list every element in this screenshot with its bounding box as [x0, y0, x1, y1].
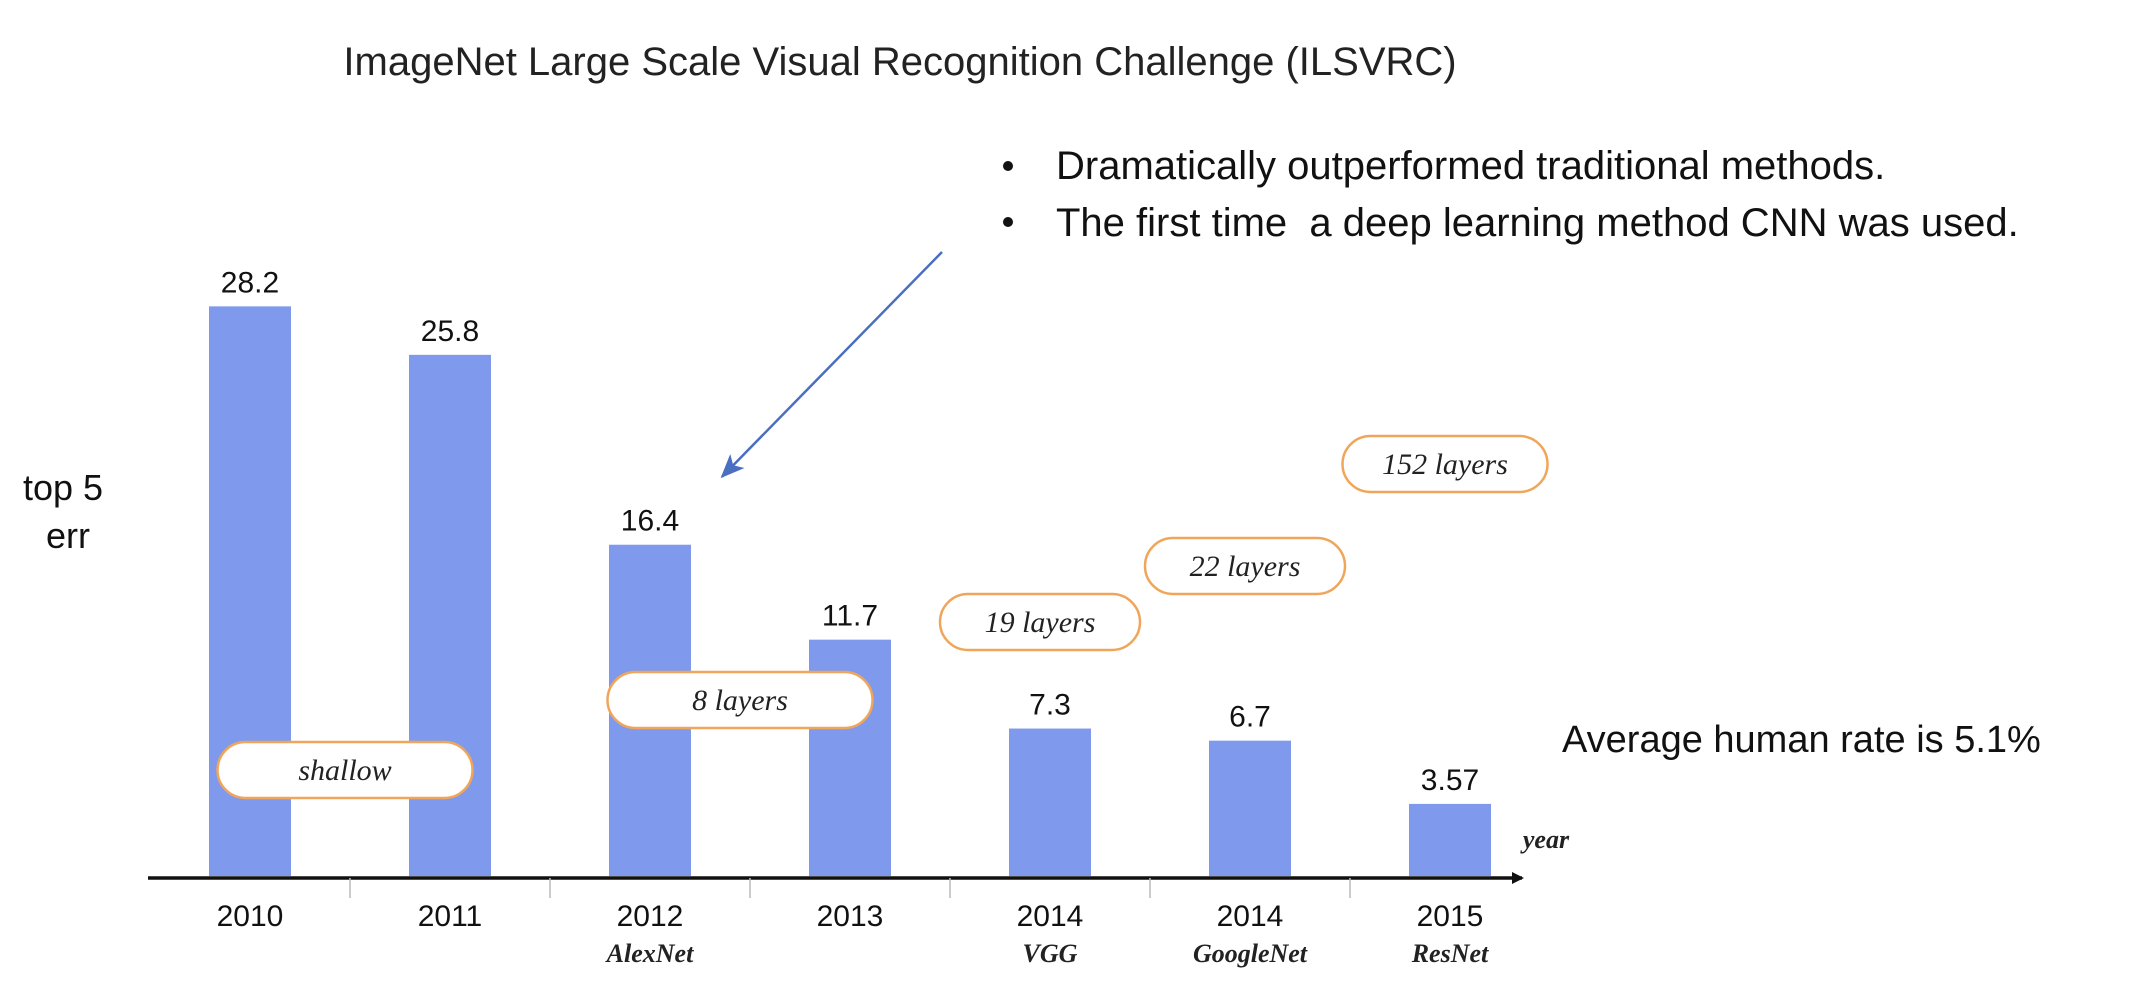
x-tick-label-4: 2014 — [1017, 900, 1084, 933]
bar-value-label-1: 25.8 — [421, 315, 479, 348]
layer-badge-group: shallow 8 layers 19 layers 22 layers 152 lay… — [216, 434, 1549, 800]
bullet-dot — [1003, 217, 1013, 227]
bar-value-label-0: 28.2 — [221, 266, 279, 299]
y-axis-label-line-1: top 5 — [23, 467, 103, 508]
bar-value-label-3: 11.7 — [822, 600, 878, 633]
layer-badge-4 — [1341, 434, 1549, 494]
annotation-bullet-1: Dramatically outperformed traditional me… — [1056, 144, 1885, 188]
x-tick-label-5: 2014 — [1217, 900, 1284, 933]
x-axis-label: year — [1520, 825, 1570, 854]
bar-4 — [1009, 728, 1091, 876]
x-tick-label-0: 2010 — [217, 900, 284, 933]
annotation-bullet-2: The first time a deep learning method CN… — [1056, 201, 2019, 245]
layer-badge-label-2: 19 layers — [985, 606, 1096, 639]
bar-value-label-6: 3.57 — [1421, 764, 1479, 797]
x-tick-group: 2010 2011 2012 2013 2014 2014 2015 — [217, 878, 1484, 933]
y-axis-label-line-2: err — [46, 515, 90, 556]
layer-badge-1 — [606, 670, 874, 730]
annotation-arrow — [720, 251, 943, 479]
x-subcategory-label-6: ResNet — [1411, 939, 1489, 968]
bullet-dot — [1003, 161, 1013, 171]
layer-badge-label-0: shallow — [298, 754, 391, 787]
bar-value-label-5: 6.7 — [1229, 701, 1271, 734]
layer-badge-0 — [216, 740, 474, 800]
chart-title: ImageNet Large Scale Visual Recognition … — [343, 40, 1456, 84]
bar-value-label-2: 16.4 — [621, 505, 679, 538]
x-tick-label-1: 2011 — [418, 900, 483, 933]
x-subcategory-label-5: GoogleNet — [1193, 939, 1308, 968]
layer-badge-label-1: 8 layers — [692, 684, 788, 717]
y-axis-label: top 5 err — [23, 467, 113, 556]
x-tick-label-6: 2015 — [1417, 900, 1484, 933]
annotation: Dramatically outperformed traditional me… — [720, 144, 2019, 479]
x-subcategory-group: AlexNet VGG GoogleNet ResNet — [605, 939, 1489, 968]
bar-value-label-4: 7.3 — [1029, 689, 1071, 722]
x-tick-label-3: 2013 — [817, 900, 884, 933]
x-subcategory-label-2: AlexNet — [605, 939, 694, 968]
value-label-group: 28.2 25.8 16.4 11.7 7.3 6.7 3.57 — [221, 266, 1479, 797]
layer-badge-2 — [938, 592, 1142, 652]
human-rate-text: Average human rate is 5.1% — [1562, 719, 2041, 761]
layer-badge-label-3: 22 layers — [1190, 550, 1301, 583]
x-subcategory-label-4: VGG — [1023, 939, 1078, 968]
bar-6 — [1409, 803, 1491, 876]
layer-badge-3 — [1143, 536, 1347, 596]
layer-badge-label-4: 152 layers — [1382, 448, 1508, 481]
bar-5 — [1209, 740, 1291, 876]
x-tick-label-2: 2012 — [617, 900, 684, 933]
